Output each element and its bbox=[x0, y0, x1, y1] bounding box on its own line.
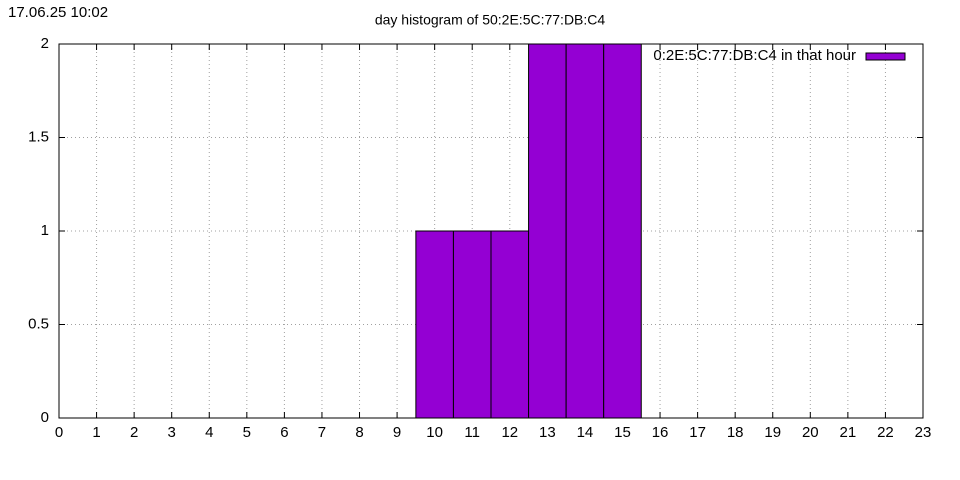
x-tick-label: 8 bbox=[355, 424, 363, 441]
x-tick-label: 6 bbox=[280, 424, 288, 441]
x-tick-label: 1 bbox=[92, 424, 100, 441]
x-tick-label: 5 bbox=[243, 424, 251, 441]
x-tick-label: 22 bbox=[877, 424, 894, 441]
bar bbox=[528, 43, 567, 419]
plot-border bbox=[58, 43, 924, 419]
x-tick-label: 20 bbox=[802, 424, 819, 441]
x-tick-label: 21 bbox=[840, 424, 857, 441]
y-tick-label: 1 bbox=[41, 222, 49, 239]
bar bbox=[603, 43, 642, 419]
timestamp: 17.06.25 10:02 bbox=[8, 4, 108, 21]
bar bbox=[565, 43, 605, 419]
x-tick-label: 23 bbox=[915, 424, 932, 441]
y-tick-label: 0.5 bbox=[28, 315, 49, 332]
x-tick-label: 9 bbox=[393, 424, 401, 441]
x-tick-label: 3 bbox=[168, 424, 176, 441]
y-tick-label: 2 bbox=[41, 35, 49, 52]
x-tick-label: 12 bbox=[501, 424, 518, 441]
x-tick-label: 14 bbox=[577, 424, 594, 441]
bar bbox=[452, 230, 492, 419]
bar bbox=[415, 230, 454, 419]
x-tick-label: 16 bbox=[652, 424, 669, 441]
chart-title: day histogram of 50:2E:5C:77:DB:C4 bbox=[375, 12, 606, 28]
x-tick-label: 19 bbox=[764, 424, 781, 441]
x-tick-label: 2 bbox=[130, 424, 138, 441]
y-tick-label: 0 bbox=[41, 409, 49, 426]
x-tick-label: 15 bbox=[614, 424, 631, 441]
x-tick-label: 17 bbox=[689, 424, 706, 441]
x-tick-label: 11 bbox=[464, 424, 480, 441]
y-tick-label: 1.5 bbox=[28, 128, 49, 145]
x-tick-label: 13 bbox=[539, 424, 556, 441]
legend-label: 0:2E:5C:77:DB:C4 in that hour bbox=[653, 47, 856, 64]
bar bbox=[490, 230, 530, 419]
x-tick-label: 0 bbox=[55, 424, 63, 441]
legend-swatch bbox=[865, 52, 906, 61]
x-tick-label: 10 bbox=[426, 424, 443, 441]
x-tick-label: 7 bbox=[318, 424, 326, 441]
x-tick-label: 18 bbox=[727, 424, 744, 441]
x-tick-label: 4 bbox=[205, 424, 213, 441]
